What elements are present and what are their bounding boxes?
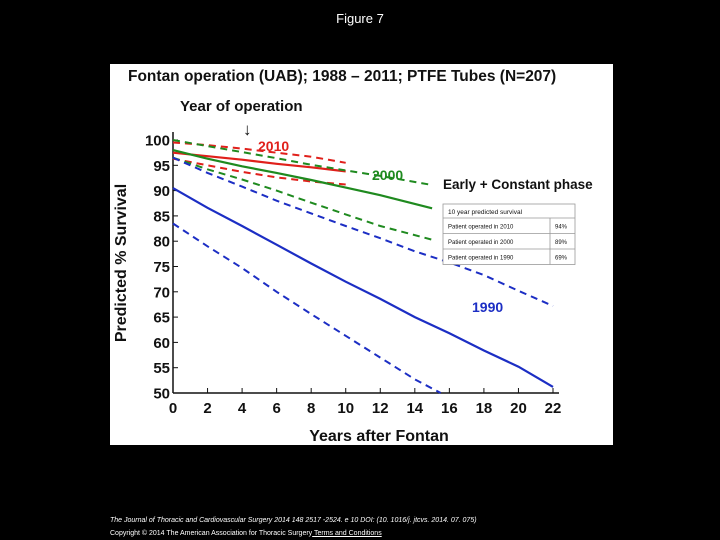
x-tick-label: 8 [307, 400, 315, 417]
table-row-value: 94% [555, 225, 568, 231]
y-tick-label: 85 [153, 208, 170, 225]
table-row-value: 69% [555, 256, 568, 262]
series-2010-label: 2010 [258, 138, 289, 154]
table-header: 10 year predicted survival [448, 209, 523, 216]
series-2000-lower-ci [172, 156, 433, 241]
table-frame [442, 203, 576, 265]
table-row-label: Patient operated in 2010 [448, 225, 514, 231]
year-of-operation-label: Year of operation [180, 98, 303, 115]
x-tick-label: 12 [372, 400, 389, 417]
x-tick-label: 0 [169, 400, 177, 417]
series-2000: 2000 [172, 139, 433, 241]
x-tick-label: 14 [406, 400, 423, 417]
x-tick-label: 10 [337, 400, 354, 417]
footer: The Journal of Thoracic and Cardiovascul… [110, 514, 477, 540]
x-tick-label: 18 [476, 400, 493, 417]
series-1990-line [172, 187, 554, 388]
y-axis-label: Predicted % Survival [113, 184, 130, 342]
x-tick-label: 16 [441, 400, 458, 417]
survival-table: 10 year predicted survival Patient operat… [442, 203, 576, 265]
y-tick-label: 75 [153, 259, 170, 276]
citation-text: The Journal of Thoracic and Cardiovascul… [110, 517, 477, 524]
table-row-value: 89% [555, 240, 568, 246]
y-tick-label: 60 [153, 335, 170, 352]
copyright-text: Copyright © 2014 The American Associatio… [110, 530, 313, 537]
y-tick-label: 50 [153, 386, 170, 403]
table-row-label: Patient operated in 2000 [448, 240, 514, 246]
series-1990: 1990 [172, 156, 554, 394]
x-tick-label: 22 [545, 400, 562, 417]
x-tick-label: 6 [272, 400, 280, 417]
table-row-label: Patient operated in 1990 [448, 256, 514, 262]
x-axis-label: Years after Fontan [309, 428, 449, 445]
survival-chart: Fontan operation (UAB); 1988 – 2011; PTF… [113, 68, 593, 445]
series-2000-upper-ci [172, 139, 433, 186]
terms-link[interactable]: Terms and Conditions [312, 530, 382, 537]
down-arrow-icon: ↓ [243, 120, 252, 139]
series-1990-label: 1990 [472, 299, 503, 315]
x-tick-label: 4 [238, 400, 247, 417]
slide-title: Figure 7 [336, 11, 384, 26]
figure-panel: Fontan operation (UAB); 1988 – 2011; PTF… [110, 64, 613, 445]
y-tick-label: 80 [153, 234, 170, 251]
chart-title: Fontan operation (UAB); 1988 – 2011; PTF… [128, 68, 556, 85]
y-tick-label: 65 [153, 310, 170, 327]
y-tick-label: 70 [153, 284, 170, 301]
y-tick-label: 95 [153, 158, 170, 175]
series-1990-lower-ci [172, 222, 442, 394]
y-tick-label: 100 [145, 133, 170, 150]
y-tick-label: 90 [153, 183, 170, 200]
x-tick-label: 2 [203, 400, 211, 417]
series-2000-label: 2000 [372, 167, 403, 183]
x-tick-label: 20 [510, 400, 527, 417]
y-tick-label: 55 [153, 360, 170, 377]
series-1990-upper-ci [172, 156, 554, 307]
early-constant-phase-label: Early + Constant phase [443, 177, 593, 192]
series-2010-line [172, 151, 346, 173]
series-2000-line [172, 149, 433, 210]
